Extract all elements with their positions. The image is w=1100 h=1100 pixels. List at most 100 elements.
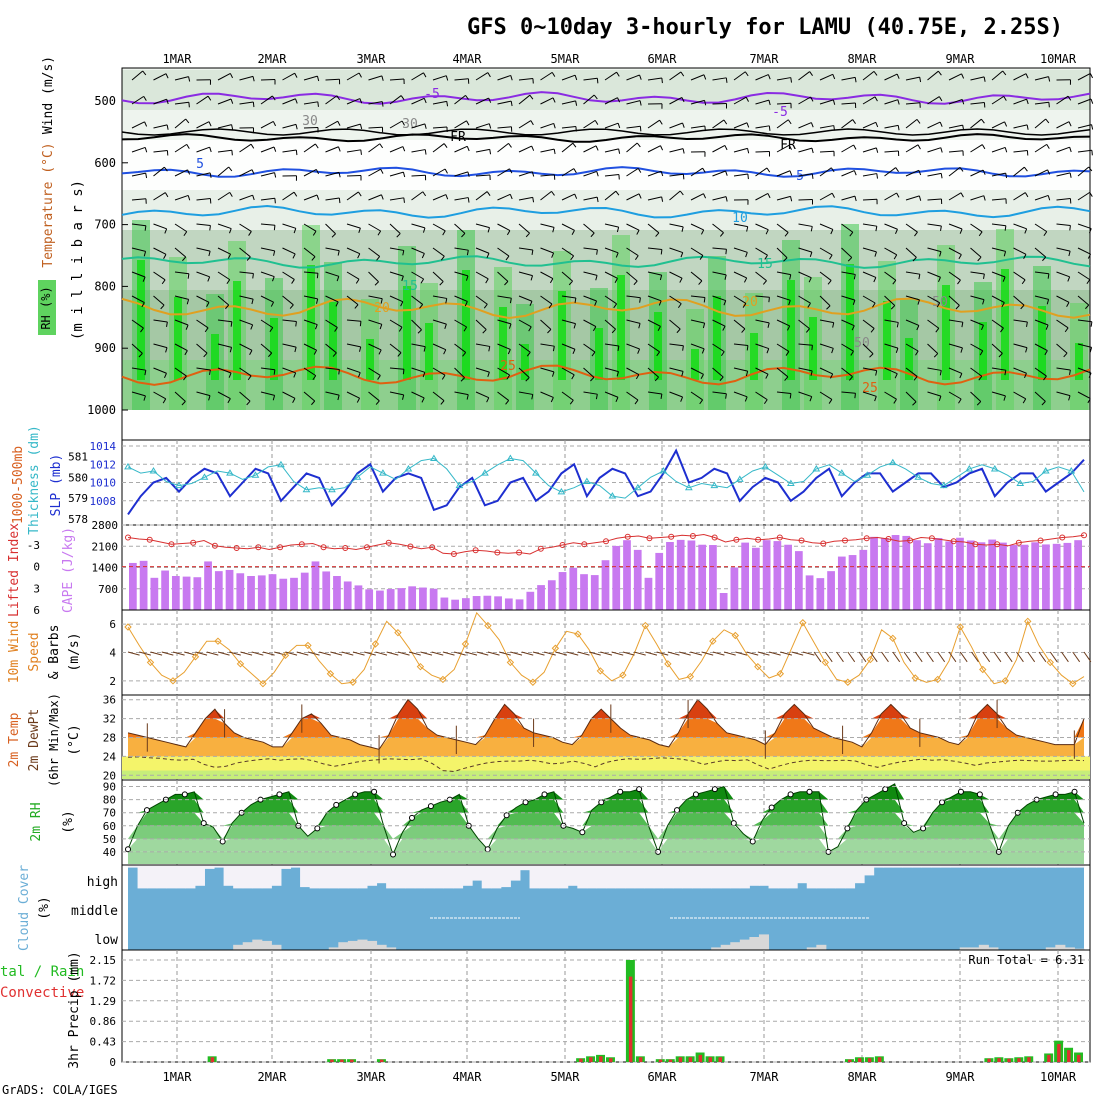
wind-barb-flag xyxy=(164,192,169,198)
wind-barb-flag xyxy=(1047,195,1051,201)
wind-barb-flag xyxy=(679,277,683,283)
wind-barb xyxy=(518,367,530,378)
wind-marker xyxy=(1024,617,1032,626)
wind-barb-flag xyxy=(594,300,598,306)
wind-barb xyxy=(798,319,810,330)
wind-barb xyxy=(260,271,275,278)
wind-barb-flag xyxy=(810,122,814,128)
thickness-marker xyxy=(277,460,285,468)
wind-barb-flag xyxy=(529,94,534,100)
wind-barb-flag xyxy=(896,322,899,328)
cloud-high-gap xyxy=(290,865,301,868)
surface-wind-barb xyxy=(521,651,534,656)
wind-barb xyxy=(303,194,318,201)
wind-barb xyxy=(604,343,619,347)
wind-barb-flag xyxy=(294,72,298,78)
wind-barb xyxy=(153,391,166,400)
wind-barb-flag xyxy=(1024,373,1027,379)
wind-barb-flag xyxy=(397,352,402,357)
wind-barb xyxy=(196,367,211,371)
wind-barb xyxy=(970,144,983,153)
wind-barb-flag xyxy=(402,250,405,256)
thickness-marker xyxy=(200,473,209,480)
wind-barb xyxy=(776,195,791,201)
lifted-marker xyxy=(711,534,718,541)
wind-barb-flag xyxy=(659,275,663,281)
wind-barb-flag xyxy=(766,348,770,354)
label-total-rain: tal / Rain xyxy=(0,964,84,980)
wind-barb xyxy=(153,73,167,81)
temp-band-28-32 xyxy=(128,718,1084,738)
wind-barb xyxy=(540,148,555,153)
wind-barb-flag xyxy=(141,302,145,308)
wind-barb-flag xyxy=(270,301,275,307)
wind-barb xyxy=(454,319,467,328)
wind-barb-flag xyxy=(466,394,469,400)
surface-wind-barb xyxy=(127,651,140,656)
wind-barb-flag xyxy=(660,393,663,399)
cloud-high-gap xyxy=(978,865,989,868)
wind-barb xyxy=(303,247,316,258)
wind-barb xyxy=(346,295,359,306)
wind-barb-flag xyxy=(639,100,642,106)
wind-barb xyxy=(540,122,554,129)
wind-barb xyxy=(755,74,769,81)
cloud-high-gap xyxy=(749,865,760,886)
wind-barb-flag xyxy=(181,401,186,406)
wind-barb-flag xyxy=(681,226,684,232)
rh-legend-swatch xyxy=(38,280,56,335)
wind-barb xyxy=(841,295,856,301)
wind-barb-flag xyxy=(552,346,555,352)
wind-barb-flag xyxy=(744,396,748,402)
wind-barb xyxy=(905,76,920,81)
contour-label: FR xyxy=(450,130,466,145)
cape-tick: 700 xyxy=(98,583,118,596)
wind-barb xyxy=(690,193,704,201)
lifted-marker xyxy=(755,536,762,543)
wind-barb xyxy=(1013,319,1028,323)
wind-barb xyxy=(776,144,790,153)
cloud-high-gap xyxy=(797,865,808,884)
wind-barb xyxy=(927,223,942,227)
rh2m-marker xyxy=(541,791,548,798)
wind-barb-flag xyxy=(916,325,920,331)
precip-tick: 0.43 xyxy=(90,1036,117,1049)
wind-barb-flag xyxy=(142,70,147,76)
wind-barb xyxy=(282,72,295,81)
label-10m-wind: 10m Wind xyxy=(7,621,22,684)
thickness-marker xyxy=(430,454,438,462)
rh-core xyxy=(137,260,145,380)
wind-barb-flag xyxy=(981,325,984,331)
wind-barb xyxy=(303,168,317,177)
wind-barb xyxy=(540,367,555,373)
wind-barb xyxy=(282,191,295,201)
wind-barb xyxy=(561,247,574,257)
wind-barb-flag xyxy=(1088,372,1092,378)
wind-barb-flag xyxy=(1067,276,1071,282)
wind-barb-flag xyxy=(1003,395,1006,401)
wind-barb-flag xyxy=(869,353,874,358)
wind-barb xyxy=(669,247,683,254)
wind-barb xyxy=(325,223,336,235)
wind-barb xyxy=(518,391,533,395)
wind-barb-flag xyxy=(316,194,320,200)
wind-barb-flag xyxy=(360,149,362,155)
surface-wind-barb xyxy=(285,651,298,656)
rh2m-marker xyxy=(181,791,188,798)
wind-barb-flag xyxy=(939,251,942,257)
wind-barb-flag xyxy=(292,253,296,259)
label-thickness: Thickness (dm) xyxy=(27,425,42,535)
lifted-marker xyxy=(820,540,827,547)
wind-barb-flag xyxy=(551,72,556,77)
wind-barb-flag xyxy=(419,304,424,309)
wind-barb xyxy=(260,146,275,153)
wind-barb-flag xyxy=(679,190,684,196)
rh-core xyxy=(174,297,182,380)
wind-barb xyxy=(604,247,619,254)
rh-core xyxy=(595,328,603,380)
label-cloud-cover: Cloud Cover xyxy=(17,865,32,951)
lifted-marker xyxy=(1059,534,1066,541)
cloud-high-gap xyxy=(539,865,550,889)
cloud-high-gap xyxy=(1045,865,1056,868)
wind-barb-flag xyxy=(144,225,147,231)
